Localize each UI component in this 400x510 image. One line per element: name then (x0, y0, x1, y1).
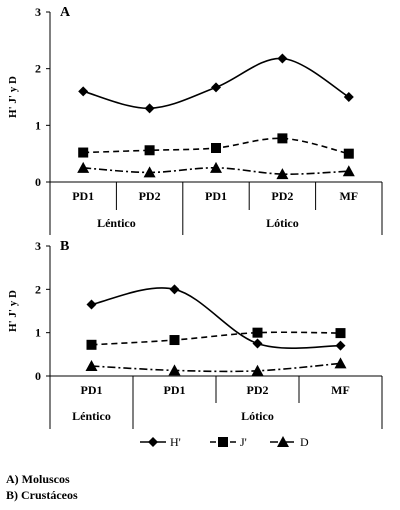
data-point (335, 328, 346, 339)
data-point (277, 133, 288, 144)
data-point (86, 339, 97, 350)
panel-a-chart: 0 1 2 3 H' J' y D PD1 PD2 PD1 PD2 MF Léntico Lótico… (7, 5, 383, 235)
figure: 0 1 2 3 H' J' y D PD1 PD2 PD1 PD2 MF Léntico Lótico… (7, 5, 383, 449)
legend-label: D (300, 435, 309, 449)
data-point (343, 148, 354, 159)
y-tick-label: 3 (35, 5, 41, 19)
data-point (211, 143, 221, 153)
data-point (210, 161, 222, 173)
data-point (78, 86, 89, 97)
category-label: PD1 (164, 383, 186, 397)
data-point (77, 161, 90, 173)
group-label: Léntico (72, 409, 111, 423)
category-label: MF (331, 383, 350, 397)
y-tick-label: 0 (35, 369, 41, 383)
caption-moluscos: A) Moluscos (6, 472, 70, 486)
data-point (86, 299, 97, 310)
category-label: PD1 (205, 189, 227, 203)
legend: H' J' D (140, 435, 309, 449)
y-tick-label: 3 (35, 239, 41, 253)
legend-marker (218, 437, 228, 447)
data-point (168, 364, 181, 376)
data-point (85, 360, 98, 372)
y-axis-title: H' J' y D (7, 290, 19, 332)
data-point (251, 364, 264, 376)
data-point (343, 92, 354, 102)
data-point (335, 340, 346, 351)
group-label: Léntico (97, 216, 136, 230)
data-point (252, 338, 263, 349)
data-point (334, 357, 347, 369)
legend-marker (148, 437, 158, 447)
category-label: PD2 (271, 189, 293, 203)
data-point (252, 327, 263, 338)
group-label: Lótico (266, 216, 299, 230)
data-point (78, 147, 89, 158)
y-tick-label: 1 (35, 118, 41, 132)
data-point (277, 53, 288, 64)
category-label: PD2 (247, 383, 269, 397)
data-point (169, 284, 180, 295)
y-tick-label: 1 (35, 326, 41, 340)
panel-label: A (60, 5, 71, 20)
y-tick-label: 2 (35, 282, 41, 296)
series-line (91, 287, 341, 350)
series-line (91, 362, 341, 373)
category-label: MF (339, 189, 358, 203)
category-label: PD1 (81, 383, 103, 397)
data-point (143, 166, 156, 178)
legend-marker (277, 436, 289, 447)
category-label: PD2 (139, 189, 161, 203)
data-point (169, 335, 180, 346)
data-point (342, 165, 355, 177)
data-point (144, 145, 155, 156)
panel-label: B (60, 239, 69, 254)
category-label: PD1 (72, 189, 94, 203)
panel-b-chart: 0 1 2 3 H' J' y D PD1 PD1 PD2 MF Léntico Lótico B (7, 239, 383, 429)
group-label: Lótico (241, 409, 274, 423)
series-line (91, 331, 341, 346)
data-point (276, 168, 289, 180)
y-tick-label: 0 (35, 175, 41, 189)
legend-label: J' (240, 435, 247, 449)
caption-crustaceos: B) Crustáceos (6, 488, 78, 502)
y-tick-label: 2 (35, 62, 41, 76)
data-point (211, 82, 221, 93)
y-axis-title: H' J' y D (7, 76, 19, 118)
data-point (144, 103, 155, 114)
legend-label: H' (170, 435, 181, 449)
